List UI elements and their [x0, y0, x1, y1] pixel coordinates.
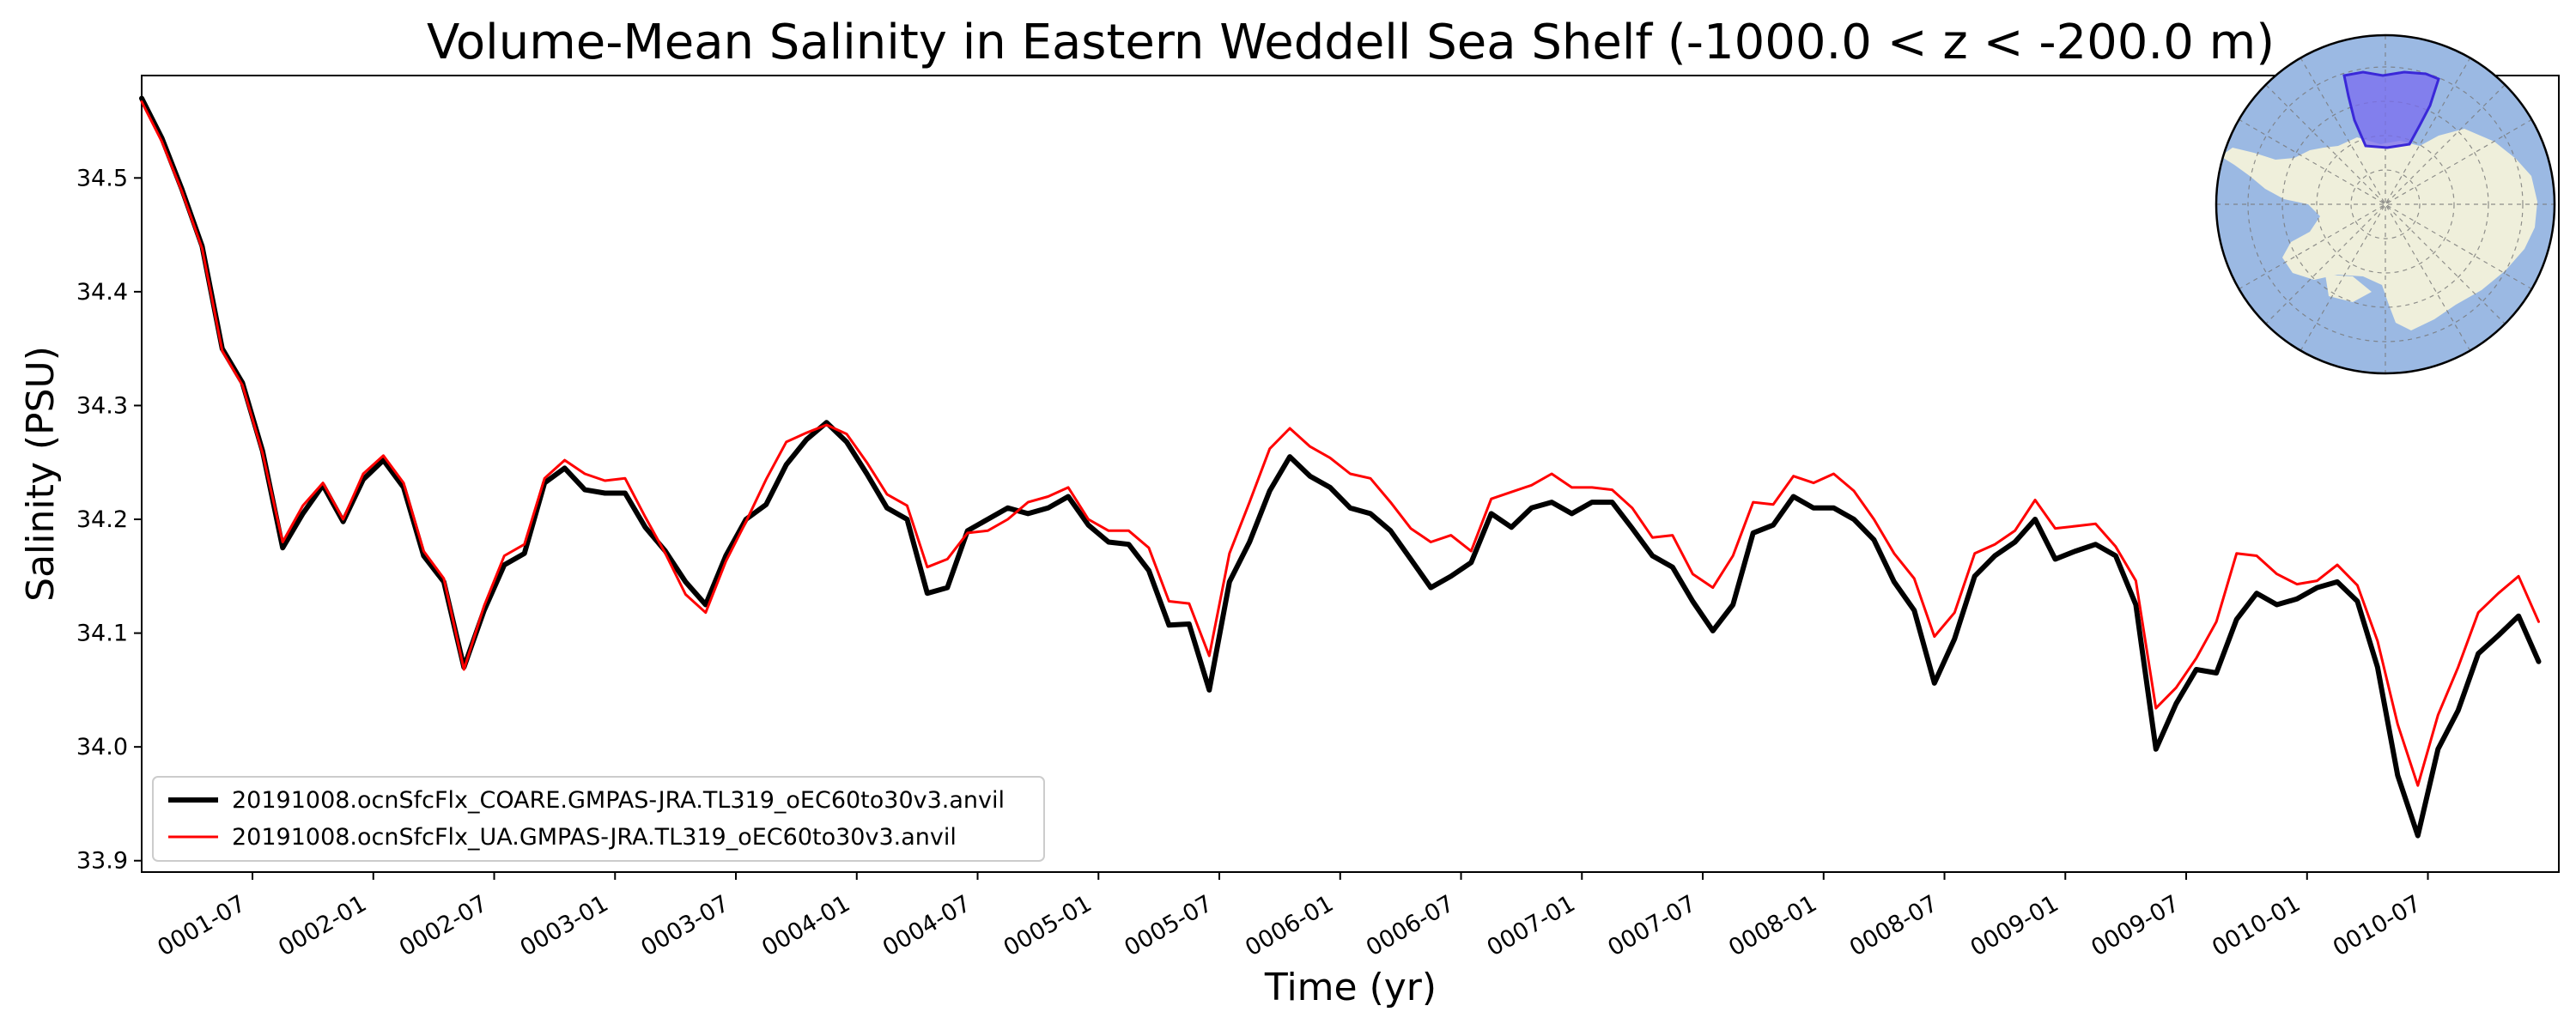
map-border [2215, 33, 2556, 375]
y-tick-label: 34.2 [76, 506, 128, 533]
x-tick-label: 0008-07 [1845, 890, 1942, 961]
series-lines [139, 95, 2542, 839]
x-tick-label: 0009-01 [1966, 890, 2063, 961]
plot-area [141, 75, 2560, 873]
x-tick-label: 0003-07 [636, 890, 733, 961]
x-tick-label: 0004-01 [757, 890, 854, 961]
legend-label-coare: 20191008.ocnSfcFlx_COARE.GMPAS-JRA.TL319… [232, 787, 1005, 814]
x-tick-label: 0005-01 [999, 890, 1097, 961]
x-tick-label: 0009-07 [2087, 890, 2184, 961]
inset-map [2215, 33, 2556, 375]
ross-ice-shelf [2325, 275, 2372, 302]
y-tick-label: 34.0 [76, 734, 128, 760]
x-tick-label: 0010-01 [2208, 890, 2305, 961]
series-line-coare [139, 95, 2542, 839]
x-tick-label: 0010-07 [2329, 890, 2426, 961]
x-tick-label: 0006-07 [1362, 890, 1459, 961]
legend-box [152, 776, 1045, 862]
x-tick-label: 0006-01 [1241, 890, 1338, 961]
y-tick-label: 34.5 [76, 165, 128, 191]
x-tick-label: 0004-07 [878, 890, 975, 961]
y-tick-label: 33.9 [76, 848, 128, 875]
x-tick-label: 0003-01 [516, 890, 613, 961]
y-axis-ticks: 33.9 34.0 34.1 34.2 34.3 34.4 34.5 [76, 165, 142, 875]
x-axis-label: Time (yr) [1264, 966, 1437, 1009]
legend: 20191008.ocnSfcFlx_COARE.GMPAS-JRA.TL319… [152, 776, 1045, 862]
x-axis-ticks: 0001-07 0002-01 0002-07 0003-01 0003-07 0004-… [153, 872, 2429, 961]
antarctica-landmass [2221, 129, 2537, 330]
x-tick-label: 0008-01 [1724, 890, 1821, 961]
x-tick-label: 0007-07 [1603, 890, 1700, 961]
x-tick-label: 0001-07 [153, 890, 250, 961]
x-tick-label: 0002-07 [395, 890, 492, 961]
y-tick-label: 34.4 [76, 279, 128, 306]
map-graticule [2216, 35, 2555, 373]
legend-label-ua: 20191008.ocnSfcFlx_UA.GMPAS-JRA.TL319_oE… [232, 824, 957, 851]
y-tick-label: 34.1 [76, 621, 128, 647]
y-axis-label: Salinity (PSU) [19, 346, 63, 602]
x-tick-label: 0002-01 [274, 890, 371, 961]
series-line-ua [140, 100, 2540, 787]
chart-title: Volume-Mean Salinity in Eastern Weddell … [427, 15, 2275, 70]
y-tick-label: 34.3 [76, 392, 128, 419]
eastern-weddell-region [2342, 70, 2440, 149]
x-tick-label: 0005-07 [1120, 890, 1217, 961]
x-tick-label: 0007-01 [1483, 890, 1580, 961]
